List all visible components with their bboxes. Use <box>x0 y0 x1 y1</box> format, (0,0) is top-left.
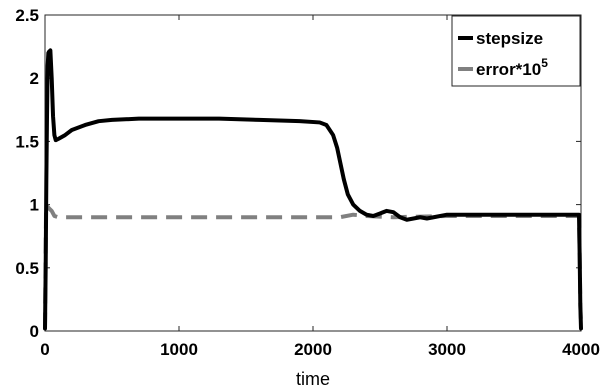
y-tick-label: 1.5 <box>15 132 39 151</box>
series-line-stepsize <box>43 48 583 331</box>
y-tick-label: 0 <box>30 322 39 341</box>
y-tick-label: 1 <box>30 196 39 215</box>
x-tick-label: 4000 <box>562 340 600 359</box>
legend-label-error-base: error*10 <box>476 60 541 79</box>
x-tick-label: 3000 <box>428 340 466 359</box>
x-tick-label: 2000 <box>294 340 332 359</box>
legend-label-error: error*105 <box>476 56 548 79</box>
series-lines <box>43 48 583 331</box>
x-tick-label: 0 <box>40 340 49 359</box>
y-tick-label: 2.5 <box>15 6 39 25</box>
legend: stepsize error*105 <box>451 15 581 87</box>
legend-box <box>451 15 581 87</box>
y-tick-label: 0.5 <box>15 259 39 278</box>
tick-labels: 0 1000 2000 3000 4000 0 0.5 1 1.5 2 2.5 <box>15 6 600 359</box>
legend-label-stepsize: stepsize <box>476 29 543 48</box>
x-axis-title: time <box>296 369 330 389</box>
y-tick-label: 2 <box>30 69 39 88</box>
x-tick-label: 1000 <box>160 340 198 359</box>
legend-label-error-exponent: 5 <box>541 56 548 70</box>
